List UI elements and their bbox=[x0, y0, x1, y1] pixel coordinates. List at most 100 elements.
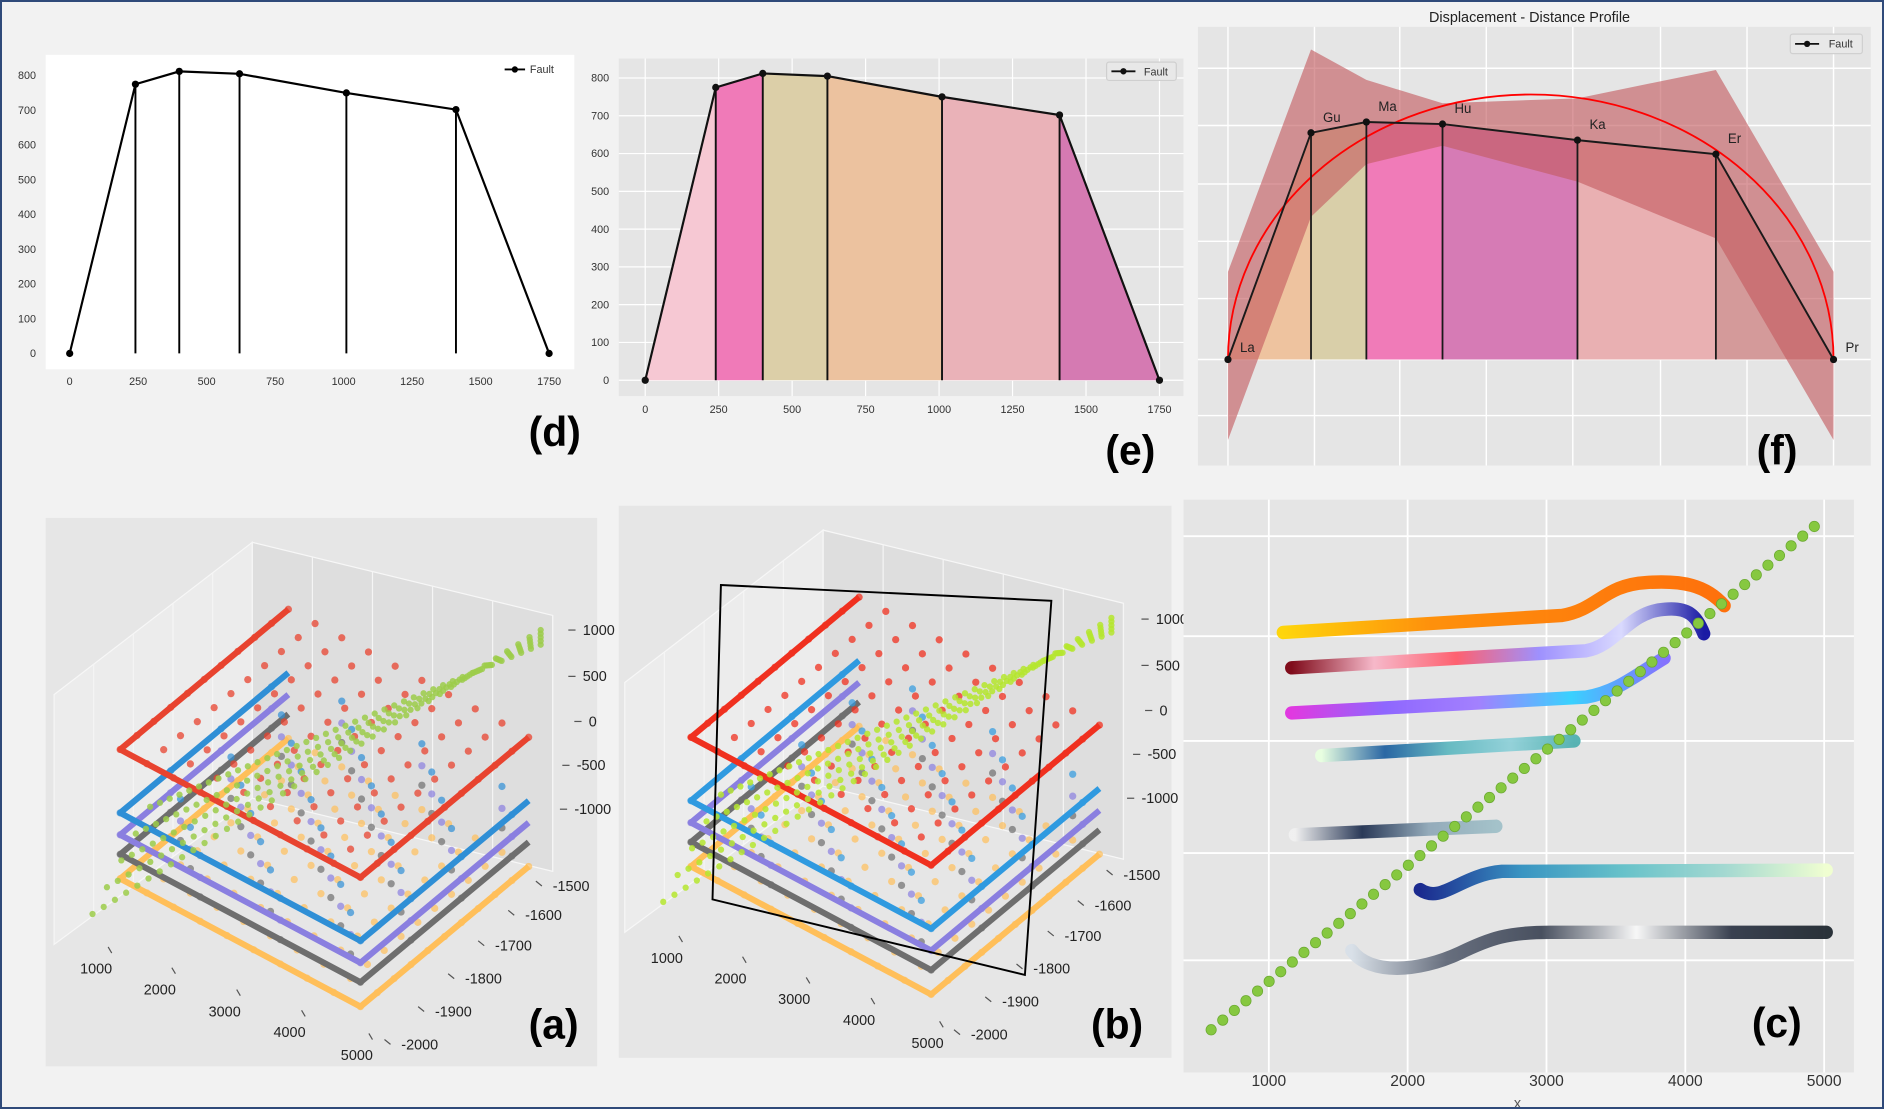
fault-point bbox=[331, 750, 338, 758]
horizon-point bbox=[911, 692, 920, 700]
horizon-point bbox=[824, 692, 832, 700]
fault-point bbox=[183, 806, 190, 813]
fault-point bbox=[902, 738, 909, 746]
fault-point bbox=[233, 807, 241, 815]
horizon-point bbox=[387, 880, 395, 888]
horizon-edge bbox=[687, 680, 1102, 954]
x-tick-label: 1000 bbox=[1251, 1073, 1286, 1090]
fault-point bbox=[369, 723, 377, 730]
fault-point bbox=[223, 801, 230, 808]
horizon-point bbox=[911, 821, 920, 829]
horizon-point bbox=[438, 838, 446, 846]
fault-point bbox=[255, 795, 262, 802]
fault-point bbox=[152, 820, 160, 828]
data-point bbox=[1573, 136, 1582, 144]
x-tick-label: 2000 bbox=[1390, 1073, 1425, 1090]
horizon-point bbox=[1008, 721, 1016, 729]
fault-point bbox=[1727, 588, 1739, 600]
fault-point bbox=[891, 745, 898, 752]
fault-point bbox=[186, 787, 193, 794]
horizon-point bbox=[357, 795, 366, 803]
y-tick-label: 700 bbox=[591, 110, 609, 122]
fault-point bbox=[411, 701, 419, 708]
horizon-edge bbox=[687, 723, 1102, 998]
horizon-point bbox=[438, 733, 446, 741]
fault-point bbox=[733, 803, 740, 811]
fault-point bbox=[893, 718, 900, 725]
fault-point bbox=[142, 825, 150, 832]
fault-point bbox=[867, 750, 874, 757]
horizon-point bbox=[907, 868, 916, 876]
fault-point bbox=[837, 776, 844, 784]
horizon-point bbox=[878, 849, 886, 857]
horizon-point bbox=[237, 847, 245, 855]
fault-point bbox=[309, 763, 317, 770]
fault-point bbox=[380, 717, 387, 725]
horizon-point bbox=[1015, 678, 1023, 687]
horizon-point bbox=[317, 846, 325, 854]
fault-point bbox=[193, 801, 200, 808]
tick-mark bbox=[417, 1006, 425, 1012]
fault-point bbox=[100, 903, 107, 911]
fault-point bbox=[783, 820, 790, 827]
fault-point bbox=[396, 712, 403, 720]
fault-point bbox=[723, 808, 730, 815]
fault-point bbox=[293, 742, 300, 750]
fault-point bbox=[390, 712, 398, 719]
fault-point bbox=[1576, 714, 1588, 726]
fault-point bbox=[375, 714, 382, 722]
fault-point bbox=[1286, 956, 1298, 968]
y-tick-label: 700 bbox=[18, 105, 36, 117]
fault-point bbox=[359, 728, 366, 736]
fault-point bbox=[1059, 649, 1066, 656]
data-point bbox=[235, 70, 244, 78]
horizon-point bbox=[798, 677, 806, 686]
horizon-point bbox=[367, 782, 376, 790]
fault-point bbox=[134, 882, 141, 889]
fault-point bbox=[728, 840, 736, 847]
fault-point bbox=[873, 726, 881, 733]
horizon-point bbox=[337, 902, 345, 910]
horizon-point bbox=[297, 809, 305, 817]
horizon-point bbox=[827, 825, 835, 834]
fault-point bbox=[170, 829, 177, 836]
x-tick-label: 5000 bbox=[1807, 1073, 1842, 1090]
fault-point bbox=[942, 698, 949, 705]
fault-point bbox=[707, 852, 714, 860]
horizon-point bbox=[914, 762, 922, 771]
horizon-point bbox=[928, 783, 936, 791]
horizon-point bbox=[374, 676, 382, 684]
fault-point bbox=[361, 714, 369, 721]
fault-point bbox=[371, 710, 378, 717]
fault-point bbox=[1321, 927, 1333, 939]
horizon-point bbox=[881, 790, 889, 799]
fault-point bbox=[926, 712, 933, 719]
y-tick-label: 600 bbox=[591, 148, 609, 160]
fault-point bbox=[469, 669, 476, 677]
horizon-point bbox=[764, 705, 772, 714]
horizon-point bbox=[888, 877, 896, 886]
horizon-point bbox=[1018, 749, 1026, 757]
horizon-point bbox=[210, 703, 218, 712]
tick-mark bbox=[1016, 963, 1023, 970]
x-tick-label: 0 bbox=[642, 404, 648, 416]
fault-point bbox=[793, 802, 801, 809]
fault-point bbox=[875, 736, 882, 743]
horizon-point bbox=[962, 650, 970, 658]
area-segment bbox=[1442, 124, 1578, 360]
fault-point bbox=[1484, 791, 1496, 804]
fault-point bbox=[1275, 966, 1287, 978]
x-tick-label: 1250 bbox=[400, 376, 424, 388]
horizon-point bbox=[367, 847, 376, 856]
fault-point bbox=[277, 782, 284, 789]
fault-point bbox=[940, 721, 947, 728]
fault-point bbox=[385, 710, 392, 717]
horizon-point bbox=[938, 770, 946, 778]
horizon-point bbox=[297, 833, 305, 841]
horizon-point bbox=[348, 767, 356, 775]
y-tick-label: 0 bbox=[30, 348, 36, 360]
fault-point bbox=[268, 797, 275, 804]
x-tick-label: 3000 bbox=[209, 1004, 241, 1020]
tick-mark bbox=[805, 977, 811, 984]
horizon-point bbox=[311, 619, 319, 628]
